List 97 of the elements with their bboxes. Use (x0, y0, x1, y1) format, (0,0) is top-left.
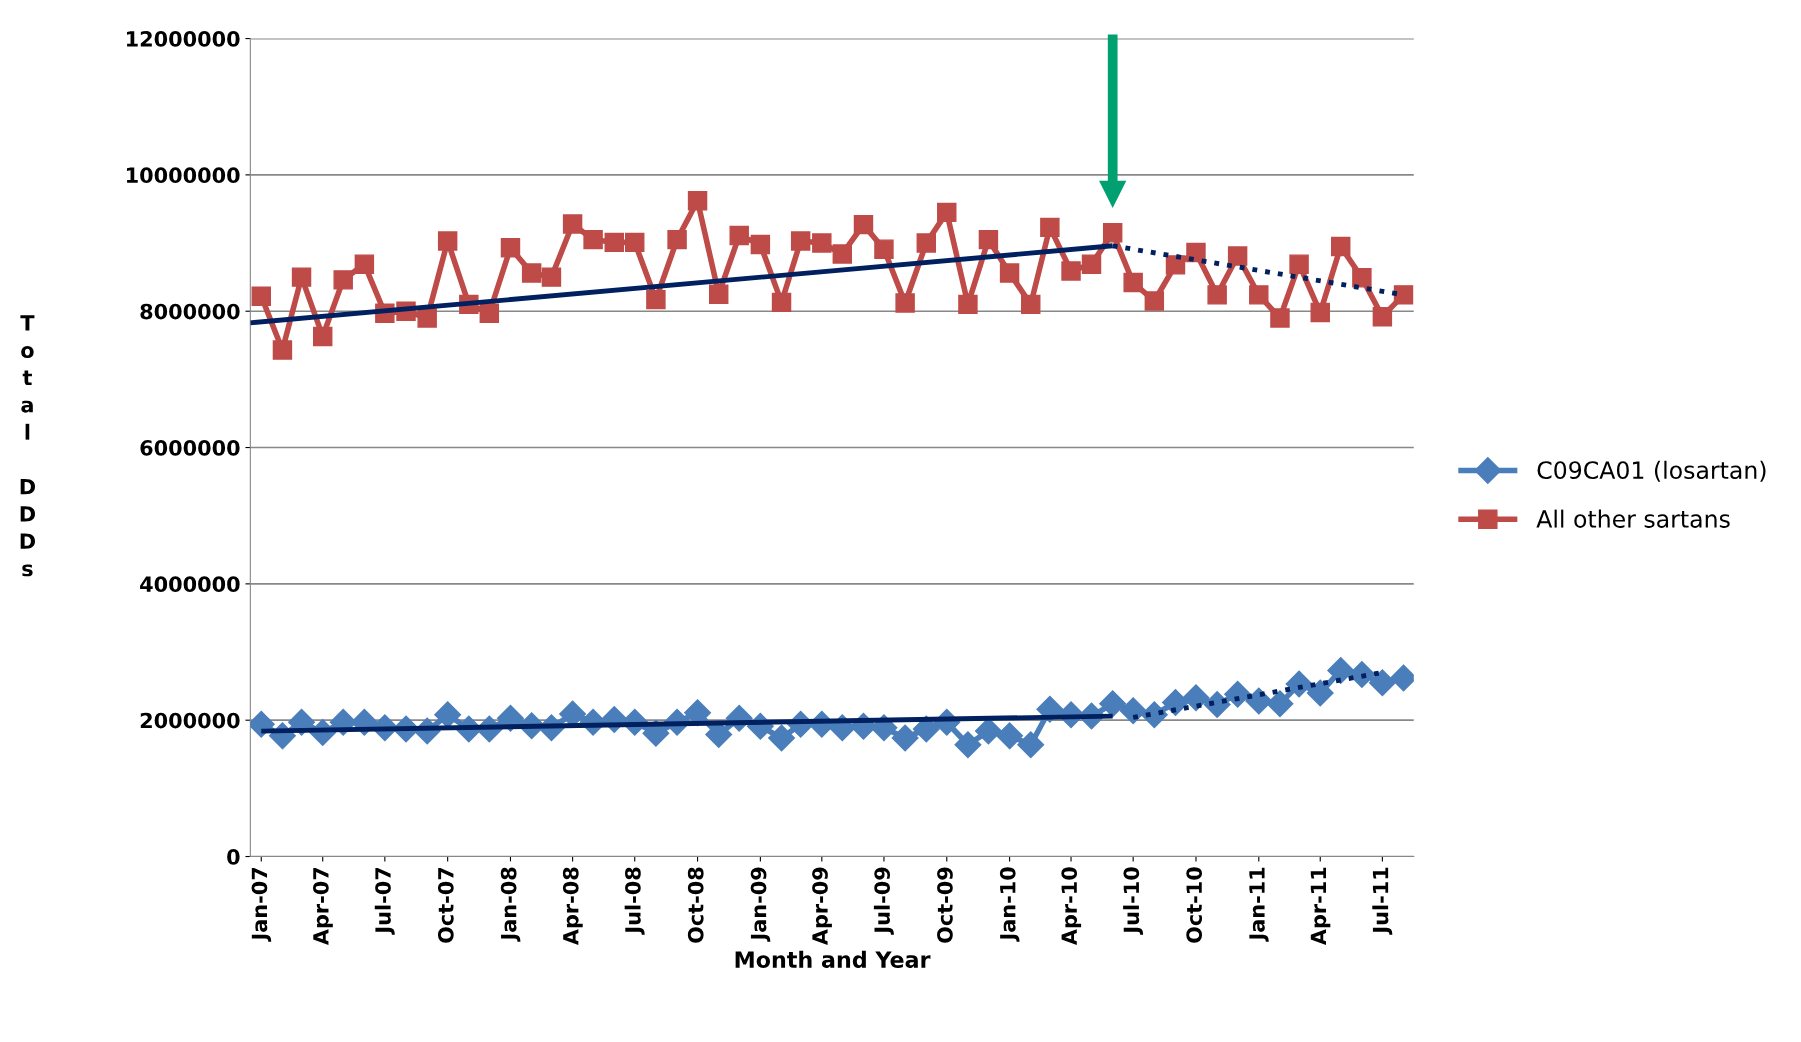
point (958, 294, 978, 315)
point (978, 229, 999, 250)
y-tick-label: 2000000 (140, 712, 240, 729)
point (604, 232, 624, 253)
point (251, 286, 271, 306)
point (272, 340, 293, 360)
point (687, 191, 708, 211)
point (729, 225, 749, 246)
point (768, 724, 795, 752)
point (1224, 680, 1252, 708)
point (1368, 669, 1396, 697)
x-tick-label: Oct-09 (937, 867, 953, 943)
x-tick-label: Jan-11 (1249, 867, 1269, 942)
point (1227, 246, 1248, 266)
point (291, 267, 312, 287)
point (500, 238, 521, 258)
point (1021, 294, 1041, 315)
point (1081, 254, 1102, 274)
point (1165, 255, 1186, 275)
x-tick-label: Jul-08 (624, 867, 645, 935)
point (417, 308, 437, 328)
legend-label: C09CA01 (losartan) (1537, 460, 1766, 482)
point (541, 267, 562, 287)
point (832, 244, 853, 264)
point (771, 292, 792, 313)
point (916, 233, 937, 253)
point (853, 214, 874, 235)
x-tick-label: Oct-10 (1186, 867, 1203, 943)
point (1099, 690, 1127, 718)
x-tick-label: Apr-08 (562, 867, 583, 946)
point (1017, 731, 1045, 759)
point (937, 202, 957, 223)
point (1327, 656, 1355, 684)
point (1144, 291, 1165, 311)
x-tick-label: Jul-10 (1123, 867, 1144, 935)
point (750, 234, 771, 255)
legend-label: All other sartans (1536, 509, 1730, 528)
point (562, 214, 583, 234)
point (1310, 302, 1330, 323)
y-tick-label: 8000000 (140, 303, 240, 320)
point (479, 303, 500, 323)
y-tick-label: 4000000 (140, 576, 240, 593)
point (1123, 272, 1143, 293)
point (1352, 268, 1372, 288)
point (354, 254, 375, 274)
point (996, 722, 1024, 750)
point (1289, 254, 1309, 274)
point (708, 284, 729, 304)
x-tick-label: Apr-07 (313, 867, 333, 946)
point (625, 232, 645, 253)
point (437, 231, 458, 251)
y-tick-label: 12000000 (127, 31, 240, 47)
x-tick-label: Jan-07 (251, 867, 272, 942)
x-tick-label: Jan-10 (999, 867, 1020, 942)
point (1270, 308, 1290, 328)
point (1061, 261, 1081, 281)
point (1186, 242, 1206, 263)
point (1182, 684, 1210, 712)
point (1306, 679, 1334, 707)
point (646, 289, 666, 310)
point (874, 239, 894, 259)
point (312, 326, 333, 347)
x-tick-label: Jul-07 (374, 867, 395, 935)
point (1348, 661, 1376, 688)
point (1102, 223, 1123, 243)
text: Total DDDs (20, 315, 35, 577)
y-tick-label: 6000000 (140, 439, 240, 456)
y-tick-label: 10000000 (127, 167, 240, 184)
point (1119, 697, 1147, 725)
x-tick-label: Jan-09 (750, 867, 771, 942)
point (1331, 236, 1351, 257)
point (1040, 217, 1060, 238)
point (667, 229, 687, 250)
point (1249, 285, 1269, 305)
point (521, 263, 542, 283)
point (999, 263, 1020, 283)
point (333, 270, 353, 290)
x-axis-title: Month and Year (735, 950, 931, 968)
x-tick-label: Jul-11 (1372, 867, 1393, 935)
x-tick-label: Jan-08 (500, 867, 521, 942)
point (891, 724, 919, 752)
x-tick-label: Jul-09 (873, 867, 894, 935)
point (583, 229, 603, 250)
point (812, 233, 832, 253)
x-tick-label: Apr-11 (1310, 867, 1331, 946)
x-tick-label: Apr-10 (1061, 867, 1082, 946)
x-tick-label: Oct-08 (687, 867, 704, 943)
y-tick-label: 0 (227, 848, 240, 865)
point (895, 293, 915, 313)
point (954, 731, 982, 759)
point (1266, 690, 1294, 718)
point (1372, 306, 1393, 327)
point (1207, 285, 1227, 305)
x-tick-label: Oct-07 (437, 867, 454, 943)
point (1393, 285, 1414, 305)
point (790, 231, 811, 251)
x-tick-label: Apr-09 (812, 867, 832, 946)
